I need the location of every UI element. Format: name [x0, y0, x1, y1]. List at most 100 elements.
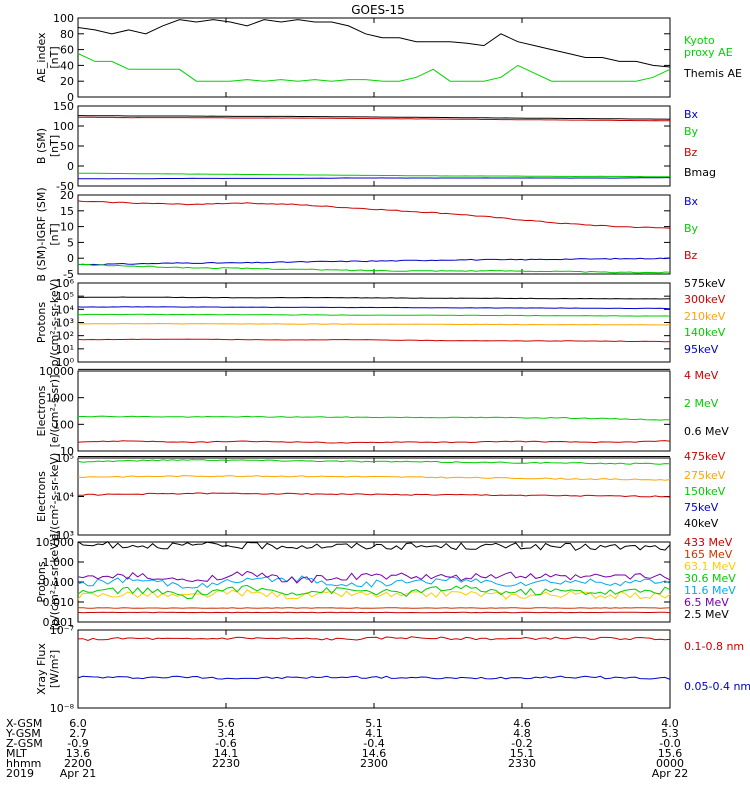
- y-axis-label: Electrons: [35, 471, 48, 522]
- legend-entry: 140keV: [684, 326, 726, 339]
- y-tick-label: 0: [67, 91, 74, 104]
- panel-frame: [77, 370, 671, 452]
- y-tick-label: 20: [60, 189, 74, 202]
- legend-entry: By: [684, 125, 699, 138]
- orbit-cell: -0.4: [363, 737, 384, 750]
- y-tick-label: 10⁴: [56, 303, 75, 316]
- series-line: [78, 607, 671, 609]
- orbit-cell: -0.0: [659, 737, 680, 750]
- legend-entry: 210keV: [684, 310, 726, 323]
- series-line: [77, 338, 671, 343]
- series-line: [78, 116, 670, 122]
- legend-entry: 40keV: [684, 517, 719, 530]
- legend-entry: 63.1 MeV: [684, 560, 736, 573]
- y-tick-label: 15: [60, 205, 74, 218]
- y-tick-label: 100: [53, 418, 74, 431]
- y-axis-label: e/(cm²-s-sr-keV): [48, 453, 61, 541]
- series-line: [77, 322, 671, 326]
- legend-entry: 165 MeV: [684, 548, 733, 561]
- legend-entry: Bx: [684, 195, 699, 208]
- orbit-row-label: Z-GSM: [6, 737, 43, 750]
- series-line: [77, 53, 671, 82]
- series-line: [77, 257, 671, 266]
- y-axis-label: p/(cm²-s-sr-keV): [48, 279, 61, 367]
- y-tick-label: 10²: [56, 330, 74, 343]
- y-tick-label: 20: [60, 75, 74, 88]
- panel-6: 10³ 10⁴ 10⁵ Electrons e/(cm²-s-sr-keV) 475keV…: [35, 450, 726, 542]
- legend-entry: 0.6 MeV: [684, 425, 729, 438]
- panel-frame: [77, 194, 671, 275]
- series-line: [78, 115, 671, 120]
- orbit-cell: -0.2: [511, 737, 532, 750]
- panel-2: -50 0 50 100 150 B (SM) [nT] Bx By Bz Bmag: [35, 100, 716, 193]
- orbit-cell: 2200: [64, 757, 92, 770]
- y-tick-label: 100: [53, 12, 74, 25]
- y-tick-label: 0: [67, 160, 74, 173]
- legend-entry: 275keV: [684, 469, 726, 482]
- series-line: [77, 459, 671, 465]
- orbit-cell: 6.0: [69, 717, 87, 730]
- y-tick-label: 0.001: [43, 616, 75, 629]
- legend-entry: 433 MeV: [684, 536, 733, 549]
- y-tick-label: 10: [60, 445, 74, 458]
- orbit-cell: 5.6: [217, 717, 235, 730]
- orbit-cell: 2330: [508, 757, 536, 770]
- orbit-cell: 2230: [212, 757, 240, 770]
- orbit-cell: 2.7: [69, 727, 87, 740]
- y-tick-label: -5: [63, 268, 74, 281]
- series-line: [77, 306, 671, 310]
- y-tick-label: 10⁶: [56, 277, 75, 290]
- orbit-cell: 15.1: [510, 747, 535, 760]
- y-axis-label: [nT]: [48, 223, 61, 245]
- y-axis-label: [p/(cm²-s-sr-keV)]: [48, 534, 61, 631]
- series-line: [77, 475, 671, 481]
- legend-entry: proxy AE: [684, 46, 733, 59]
- legend-entry: 475keV: [684, 450, 726, 463]
- y-tick-label: 1.000: [43, 556, 75, 569]
- panel-frame: [77, 282, 671, 363]
- series-line: [77, 570, 671, 584]
- legend-entry: 2.5 MeV: [684, 608, 729, 621]
- legend-entry: 150keV: [684, 485, 726, 498]
- y-axis-label: Xray Flux: [35, 643, 48, 695]
- y-tick-label: 50: [60, 140, 74, 153]
- y-axis-label: Protons: [35, 561, 48, 602]
- series-line: [77, 611, 671, 614]
- orbit-cell: 15.6: [658, 747, 683, 760]
- orbit-cell: 14.1: [214, 747, 239, 760]
- legend-entry: 95keV: [684, 343, 719, 356]
- orbit-cell: 4.6: [513, 717, 531, 730]
- legend-entry: 4 MeV: [684, 369, 719, 382]
- legend-entry: Themis AE: [683, 67, 742, 80]
- legend-entry: 300keV: [684, 293, 726, 306]
- y-tick-label: 10³: [56, 317, 74, 330]
- figure-title: GOES-15: [351, 3, 405, 17]
- series-line: [78, 172, 670, 178]
- y-tick-label: 10³: [56, 529, 74, 542]
- series-line: [77, 440, 671, 444]
- legend-entry: 75keV: [684, 501, 719, 514]
- orbit-row-label: hhmm: [6, 757, 41, 770]
- orbit-cell: 2300: [360, 757, 388, 770]
- y-tick-label: 60: [60, 44, 74, 57]
- orbit-cell: 4.1: [365, 727, 383, 740]
- legend-entry: Bz: [684, 146, 698, 159]
- y-tick-label: 40: [60, 59, 74, 72]
- orbit-cell: -0.9: [67, 737, 88, 750]
- y-tick-label: 150: [53, 100, 74, 113]
- series-line: [78, 296, 671, 300]
- series-line: [77, 575, 671, 589]
- legend-entry: 30.6 MeV: [684, 572, 736, 585]
- orbit-row-label: X-GSM: [6, 717, 42, 730]
- orbit-cell: 0000: [656, 757, 684, 770]
- y-axis-label: [W/m²]: [48, 650, 61, 688]
- series-line: [78, 177, 670, 180]
- orbit-cell: Apr 22: [652, 767, 689, 780]
- y-axis-label: [e/(cm²-s-sr)]: [48, 375, 61, 448]
- y-tick-label: -50: [56, 180, 74, 193]
- legend-entry: Bx: [684, 108, 699, 121]
- panel-7: 0.001 0.010 0.100 1.000 10.000 Protons [p/(cm²…: [35, 534, 736, 631]
- y-axis-label: B (SM)-IGRF (SM): [35, 187, 48, 281]
